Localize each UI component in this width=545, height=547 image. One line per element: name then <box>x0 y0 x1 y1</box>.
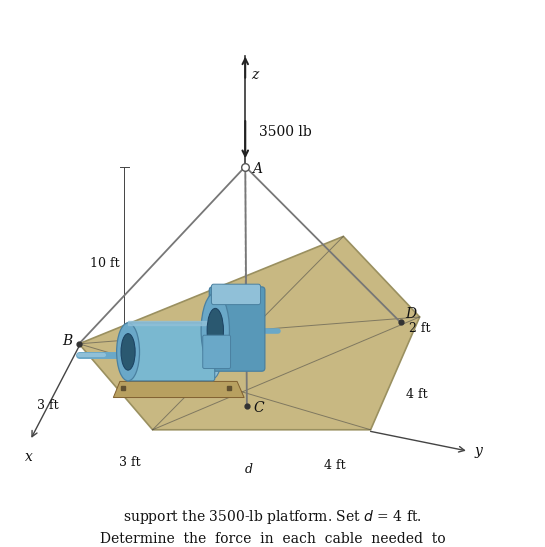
Text: 4 ft: 4 ft <box>324 459 346 472</box>
Text: Determine  the  force  in  each  cable  needed  to: Determine the force in each cable needed… <box>100 532 445 546</box>
Text: 2 ft: 2 ft <box>409 322 430 335</box>
Text: C: C <box>253 401 264 415</box>
FancyBboxPatch shape <box>203 335 231 369</box>
FancyBboxPatch shape <box>126 323 215 381</box>
Text: y: y <box>474 444 482 458</box>
Text: 10 ft: 10 ft <box>90 257 120 270</box>
Text: D: D <box>405 307 416 321</box>
Text: z: z <box>251 68 258 82</box>
Text: support the 3500-lb platform. Set $d$ = 4 ft.: support the 3500-lb platform. Set $d$ = … <box>123 508 422 526</box>
Text: B: B <box>62 334 72 348</box>
Polygon shape <box>79 236 420 430</box>
Text: d: d <box>245 463 252 476</box>
Text: x: x <box>25 450 33 464</box>
Text: 3 ft: 3 ft <box>119 456 141 469</box>
Ellipse shape <box>117 323 140 381</box>
Polygon shape <box>113 381 244 398</box>
Text: 3 ft: 3 ft <box>37 399 59 412</box>
Text: 4 ft: 4 ft <box>406 388 428 401</box>
FancyBboxPatch shape <box>209 287 265 371</box>
Text: 3500 lb: 3500 lb <box>259 125 312 138</box>
FancyBboxPatch shape <box>211 284 261 305</box>
Ellipse shape <box>207 309 223 352</box>
Ellipse shape <box>203 325 222 379</box>
Text: A: A <box>252 162 262 176</box>
Ellipse shape <box>121 334 135 370</box>
Polygon shape <box>128 321 213 325</box>
Ellipse shape <box>201 293 229 368</box>
